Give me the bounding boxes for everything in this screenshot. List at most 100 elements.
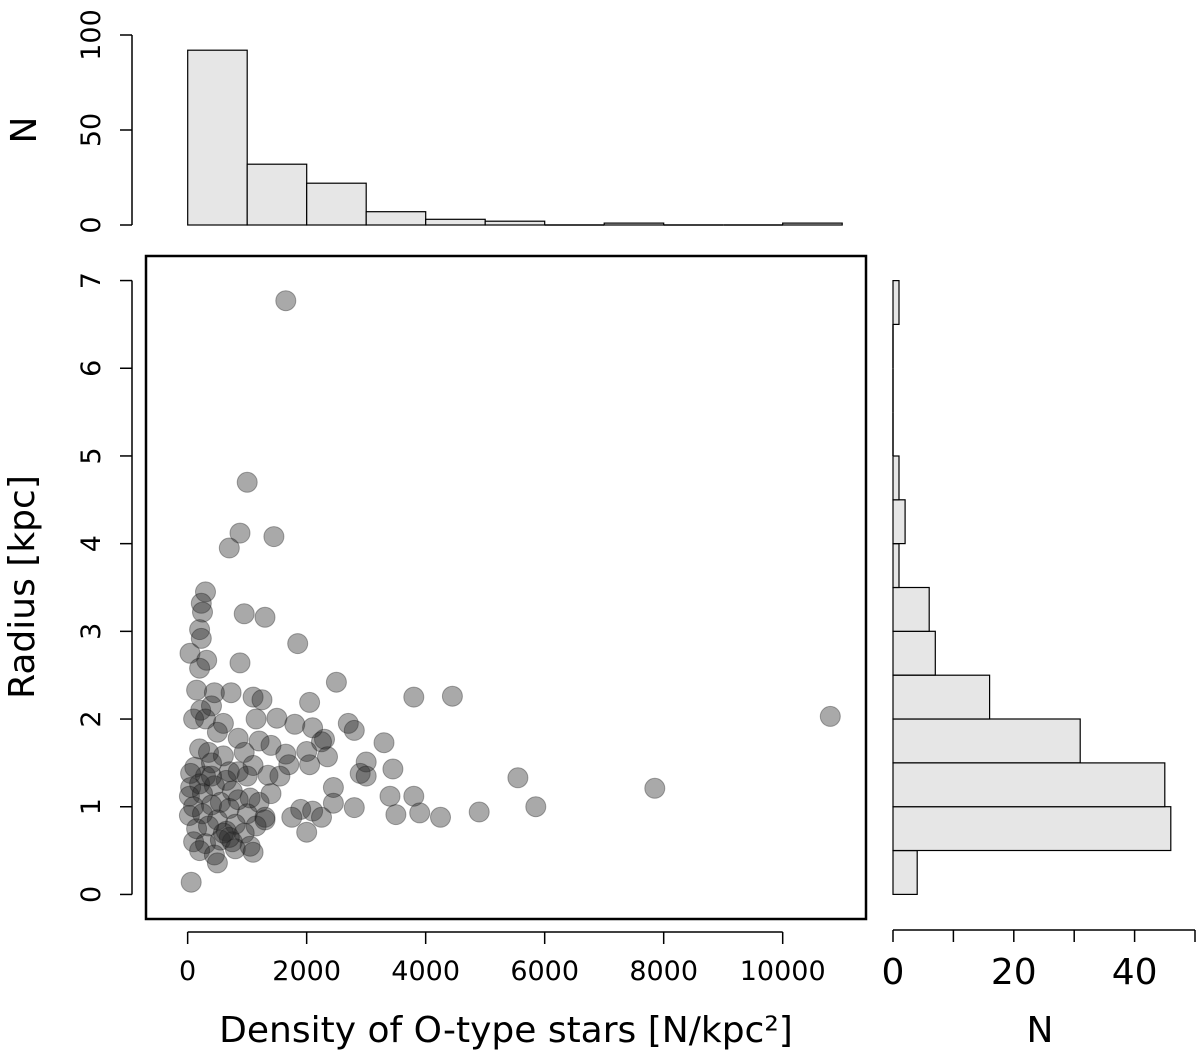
scatter-point: [189, 657, 211, 679]
scatter-point: [203, 682, 225, 704]
scatter-point: [239, 835, 261, 857]
scatter-x-tick-label: 6000: [510, 956, 579, 987]
right-histogram-bar: [892, 849, 918, 895]
scatter-point: [192, 803, 213, 825]
scatter-point: [290, 798, 312, 820]
top-histogram-y-tick-label: 50: [76, 113, 107, 147]
scatter-point: [201, 752, 222, 774]
scatter-point: [507, 767, 529, 789]
scatter-point: [178, 785, 200, 807]
scatter-point: [212, 745, 234, 767]
scatter-point: [281, 806, 303, 828]
scatter-point: [260, 734, 282, 756]
scatter-point: [229, 652, 251, 674]
right-histogram-x-tick-label: 20: [991, 952, 1037, 993]
scatter-point: [311, 731, 332, 753]
scatter-y-axis-title: Radius [kpc]: [2, 475, 43, 699]
scatter-point: [819, 705, 841, 727]
scatter-point: [317, 746, 338, 768]
scatter-point: [186, 679, 208, 701]
scatter-x-tick-label: 8000: [629, 956, 698, 987]
scatter-point: [179, 642, 201, 664]
scatter-point: [245, 708, 267, 730]
scatter-point: [209, 829, 231, 851]
right-histogram-x-tick-label: 0: [882, 952, 905, 993]
right-histogram-x-tick-label: 40: [1112, 952, 1158, 993]
scatter-point: [178, 805, 200, 826]
top-histogram-y-axis-title: N: [4, 117, 45, 144]
scatter-point: [242, 686, 264, 708]
scatter-point: [296, 821, 318, 843]
scatter-point: [236, 765, 258, 787]
scatter-x-tick-label: 0: [179, 956, 196, 987]
scatter-point: [322, 777, 344, 798]
scatter-point: [239, 787, 261, 809]
scatter-point: [212, 712, 234, 734]
scatter-point: [189, 738, 211, 760]
scatter-point: [343, 797, 365, 819]
scatter-point: [355, 751, 377, 773]
scatter-point: [343, 719, 365, 741]
scatter-point: [183, 796, 205, 818]
scatter-point: [227, 761, 249, 783]
scatter-point: [189, 619, 211, 641]
scatter-x-tick-label: 4000: [391, 956, 460, 987]
scatter-point: [195, 581, 216, 603]
right-histogram-bar: [892, 674, 991, 720]
scatter-point: [183, 708, 205, 730]
scatter-point: [183, 831, 205, 853]
scatter-point: [275, 290, 297, 312]
scatter-point: [248, 730, 270, 752]
scatter-point: [190, 592, 212, 614]
top-histogram-y-axis: 0 50 100: [76, 9, 133, 234]
scatter-point: [287, 633, 309, 655]
scatter-point: [201, 794, 222, 816]
scatter-point: [229, 522, 251, 544]
scatter-point: [441, 685, 463, 707]
scatter-point: [468, 801, 490, 823]
scatter-x-tick-label: 2000: [272, 956, 341, 987]
top-histogram-bar: [603, 222, 665, 226]
scatter-point: [215, 820, 237, 842]
scatter-point: [299, 754, 321, 776]
scatter-point: [242, 755, 264, 776]
top-histogram-y-tick-label: 100: [76, 9, 107, 61]
scatter-point: [218, 798, 240, 819]
scatter-point: [184, 756, 206, 778]
scatter-point: [233, 741, 255, 763]
scatter-point: [254, 606, 276, 628]
scatter-y-tick-label: 7: [76, 272, 107, 289]
scatter-y-tick-label: 4: [76, 535, 107, 552]
scatter-point: [242, 841, 264, 863]
scatter-point: [221, 780, 243, 802]
scatter-point: [236, 471, 258, 493]
scatter-point: [196, 649, 218, 671]
scatter-point: [314, 728, 335, 750]
right-histogram-bar: [892, 499, 906, 545]
scatter-point: [302, 717, 324, 739]
scatter-y-tick-label: 0: [76, 886, 107, 903]
scatter-point: [195, 708, 216, 730]
scatter-point: [325, 671, 347, 693]
scatter-point: [403, 785, 425, 807]
scatter-y-tick-label: 2: [76, 710, 107, 727]
scatter-point: [189, 773, 211, 795]
top-histogram-y-tick-label: 0: [76, 216, 107, 233]
scatter-point: [192, 601, 213, 623]
scatter-point: [192, 783, 213, 805]
scatter-point: [224, 838, 246, 860]
scatter-x-axis-title: Density of O-type stars [N/kpc²]: [219, 1010, 793, 1051]
scatter-point: [206, 852, 228, 874]
scatter-point: [189, 840, 211, 862]
scatter-point: [257, 764, 279, 786]
right-histogram-bar: [892, 762, 1166, 808]
scatter-point: [403, 686, 425, 708]
scatter-point: [180, 777, 202, 798]
scatter-point: [302, 800, 324, 822]
scatter-y-axis: 0 1 2 3 4 5 6 7: [76, 272, 133, 903]
right-histogram-bar: [892, 586, 930, 632]
scatter-point: [284, 713, 306, 735]
scatter-y-tick-label: 1: [76, 798, 107, 815]
right-histogram-x-axis: 0 20 40: [882, 929, 1196, 993]
